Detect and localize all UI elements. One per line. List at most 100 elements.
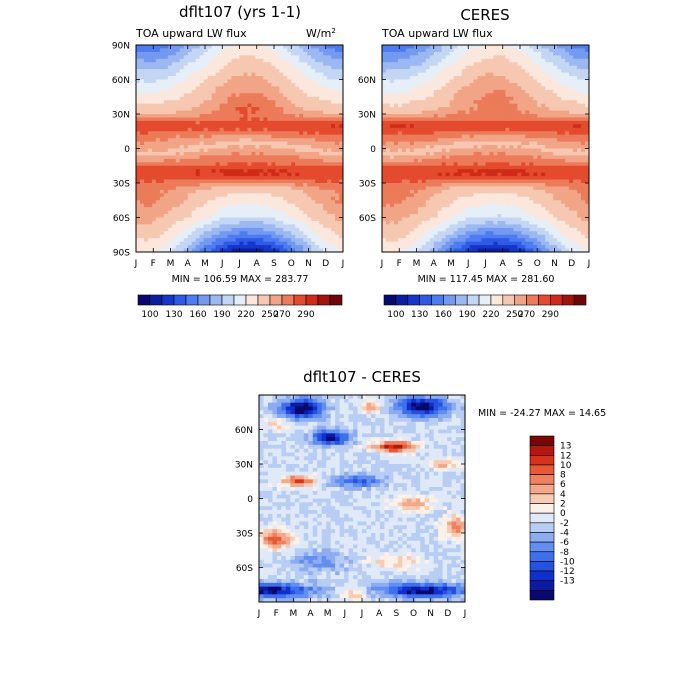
y-tick-label: 60S: [359, 214, 376, 224]
colorbar-swatch: [529, 522, 555, 533]
colorbar-swatch: [454, 294, 468, 306]
y-tick-label: 90N: [112, 42, 130, 52]
x-tick-label: N: [305, 259, 312, 269]
y-tick-label: 30S: [236, 530, 253, 540]
x-tick-label: N: [427, 609, 434, 619]
x-tick-label: M: [289, 609, 297, 619]
x-tick-label: J: [463, 609, 467, 619]
x-tick-label: D: [568, 259, 575, 269]
x-tick-label: O: [288, 259, 295, 269]
colorbar-swatch: [317, 294, 331, 306]
colorbar-label: 130: [411, 310, 428, 320]
colorbar-swatch: [538, 294, 551, 306]
panel-model-field: [136, 45, 344, 253]
x-tick-label: F: [151, 259, 156, 269]
x-tick-label: F: [397, 259, 402, 269]
colorbar-swatch: [502, 294, 516, 306]
colorbar-label: 270: [273, 310, 290, 320]
x-tick-label: M: [324, 609, 332, 619]
x-tick-label: O: [534, 259, 541, 269]
colorbar-swatch: [137, 294, 151, 306]
colorbar-swatch: [466, 294, 480, 306]
panel-model-units: W/m2: [306, 27, 336, 40]
y-tick-label: 60S: [113, 214, 130, 224]
colorbar-swatch: [173, 294, 187, 306]
x-tick-label: A: [185, 259, 192, 269]
colorbar-swatch: [185, 294, 199, 306]
colorbar-swatch: [257, 294, 271, 306]
colorbar-swatch: [209, 294, 223, 306]
x-tick-label: A: [307, 609, 314, 619]
y-tick-label: 0: [124, 145, 130, 155]
colorbar-swatch: [529, 551, 555, 562]
panel-model: dflt107 (yrs 1-1) TOA upward LW flux W/m…: [112, 3, 345, 320]
colorbar-swatch: [329, 294, 343, 306]
y-tick-label: 60N: [358, 76, 376, 86]
colorbar-swatch: [233, 294, 247, 306]
x-tick-label: F: [274, 609, 279, 619]
y-tick-label: 60N: [112, 76, 130, 86]
panel-model-title: dflt107 (yrs 1-1): [179, 3, 301, 21]
panel-difference-title: dflt107 - CERES: [303, 368, 421, 386]
y-tick-label: 30N: [112, 111, 130, 121]
colorbar-swatch: [161, 294, 175, 306]
colorbar-swatch: [529, 454, 555, 466]
colorbar-swatch: [529, 493, 555, 504]
y-tick-label: 30S: [113, 180, 130, 190]
x-tick-label: S: [271, 259, 277, 269]
colorbar-label: -13: [560, 577, 575, 587]
colorbar-swatch: [197, 294, 211, 306]
colorbar-swatch: [529, 503, 555, 514]
colorbar-label: 4: [560, 490, 566, 500]
x-tick-label: A: [500, 259, 507, 269]
colorbar-label: 190: [213, 310, 230, 320]
x-tick-label: M: [167, 259, 175, 269]
colorbar-label: 250: [261, 310, 278, 320]
colorbar-swatch: [149, 294, 163, 306]
colorbar-swatch: [490, 294, 504, 306]
x-tick-label: J: [380, 259, 384, 269]
x-tick-label: M: [447, 259, 455, 269]
colorbar-label: 100: [141, 310, 158, 320]
panel-ceres-stats: MIN = 117.45 MAX = 281.60: [418, 274, 555, 285]
panel-ceres-field: [382, 45, 590, 253]
colorbar-swatch: [550, 294, 563, 306]
colorbar-swatch: [529, 532, 555, 543]
y-tick-label: 0: [247, 495, 253, 505]
colorbar-swatch: [269, 294, 283, 306]
colorbar-label: 160: [189, 310, 206, 320]
colorbar-swatch: [443, 294, 456, 306]
x-tick-label: A: [254, 259, 261, 269]
colorbar-swatch: [395, 294, 409, 306]
x-tick-label: J: [360, 609, 364, 619]
colorbar-swatch: [407, 294, 420, 306]
panel-difference: dflt107 - CERES J F M A M J J A S O N D J60N30N030S6…: [235, 368, 606, 619]
panel-model-subtitle: TOA upward LW flux: [135, 27, 247, 40]
x-tick-label: J: [134, 259, 138, 269]
colorbar-swatch: [305, 294, 319, 306]
x-tick-label: O: [410, 609, 417, 619]
panel-ceres: CERES TOA upward LW flux J F M A M J J A S O N D J60…: [358, 6, 591, 320]
colorbar-swatch: [573, 294, 587, 306]
colorbar-label: 290: [542, 310, 559, 320]
y-tick-label: 30S: [359, 180, 376, 190]
colorbar-label: -2: [560, 519, 569, 529]
colorbar-label: 270: [518, 310, 535, 320]
colorbar-swatch: [529, 445, 555, 456]
colorbar-label: 10: [560, 461, 572, 471]
x-tick-label: J: [237, 259, 241, 269]
x-tick-label: J: [587, 259, 591, 269]
colorbar-label: 100: [387, 310, 404, 320]
x-tick-label: A: [376, 609, 383, 619]
colorbar-label: -8: [560, 548, 569, 558]
colorbar-label: 2: [560, 500, 566, 510]
x-tick-label: S: [517, 259, 523, 269]
colorbar-swatch: [383, 294, 397, 306]
colorbar-swatch: [529, 570, 555, 582]
colorbar-label: -6: [560, 538, 569, 548]
y-tick-label: 30N: [358, 111, 376, 121]
colorbar-swatch: [529, 474, 555, 485]
